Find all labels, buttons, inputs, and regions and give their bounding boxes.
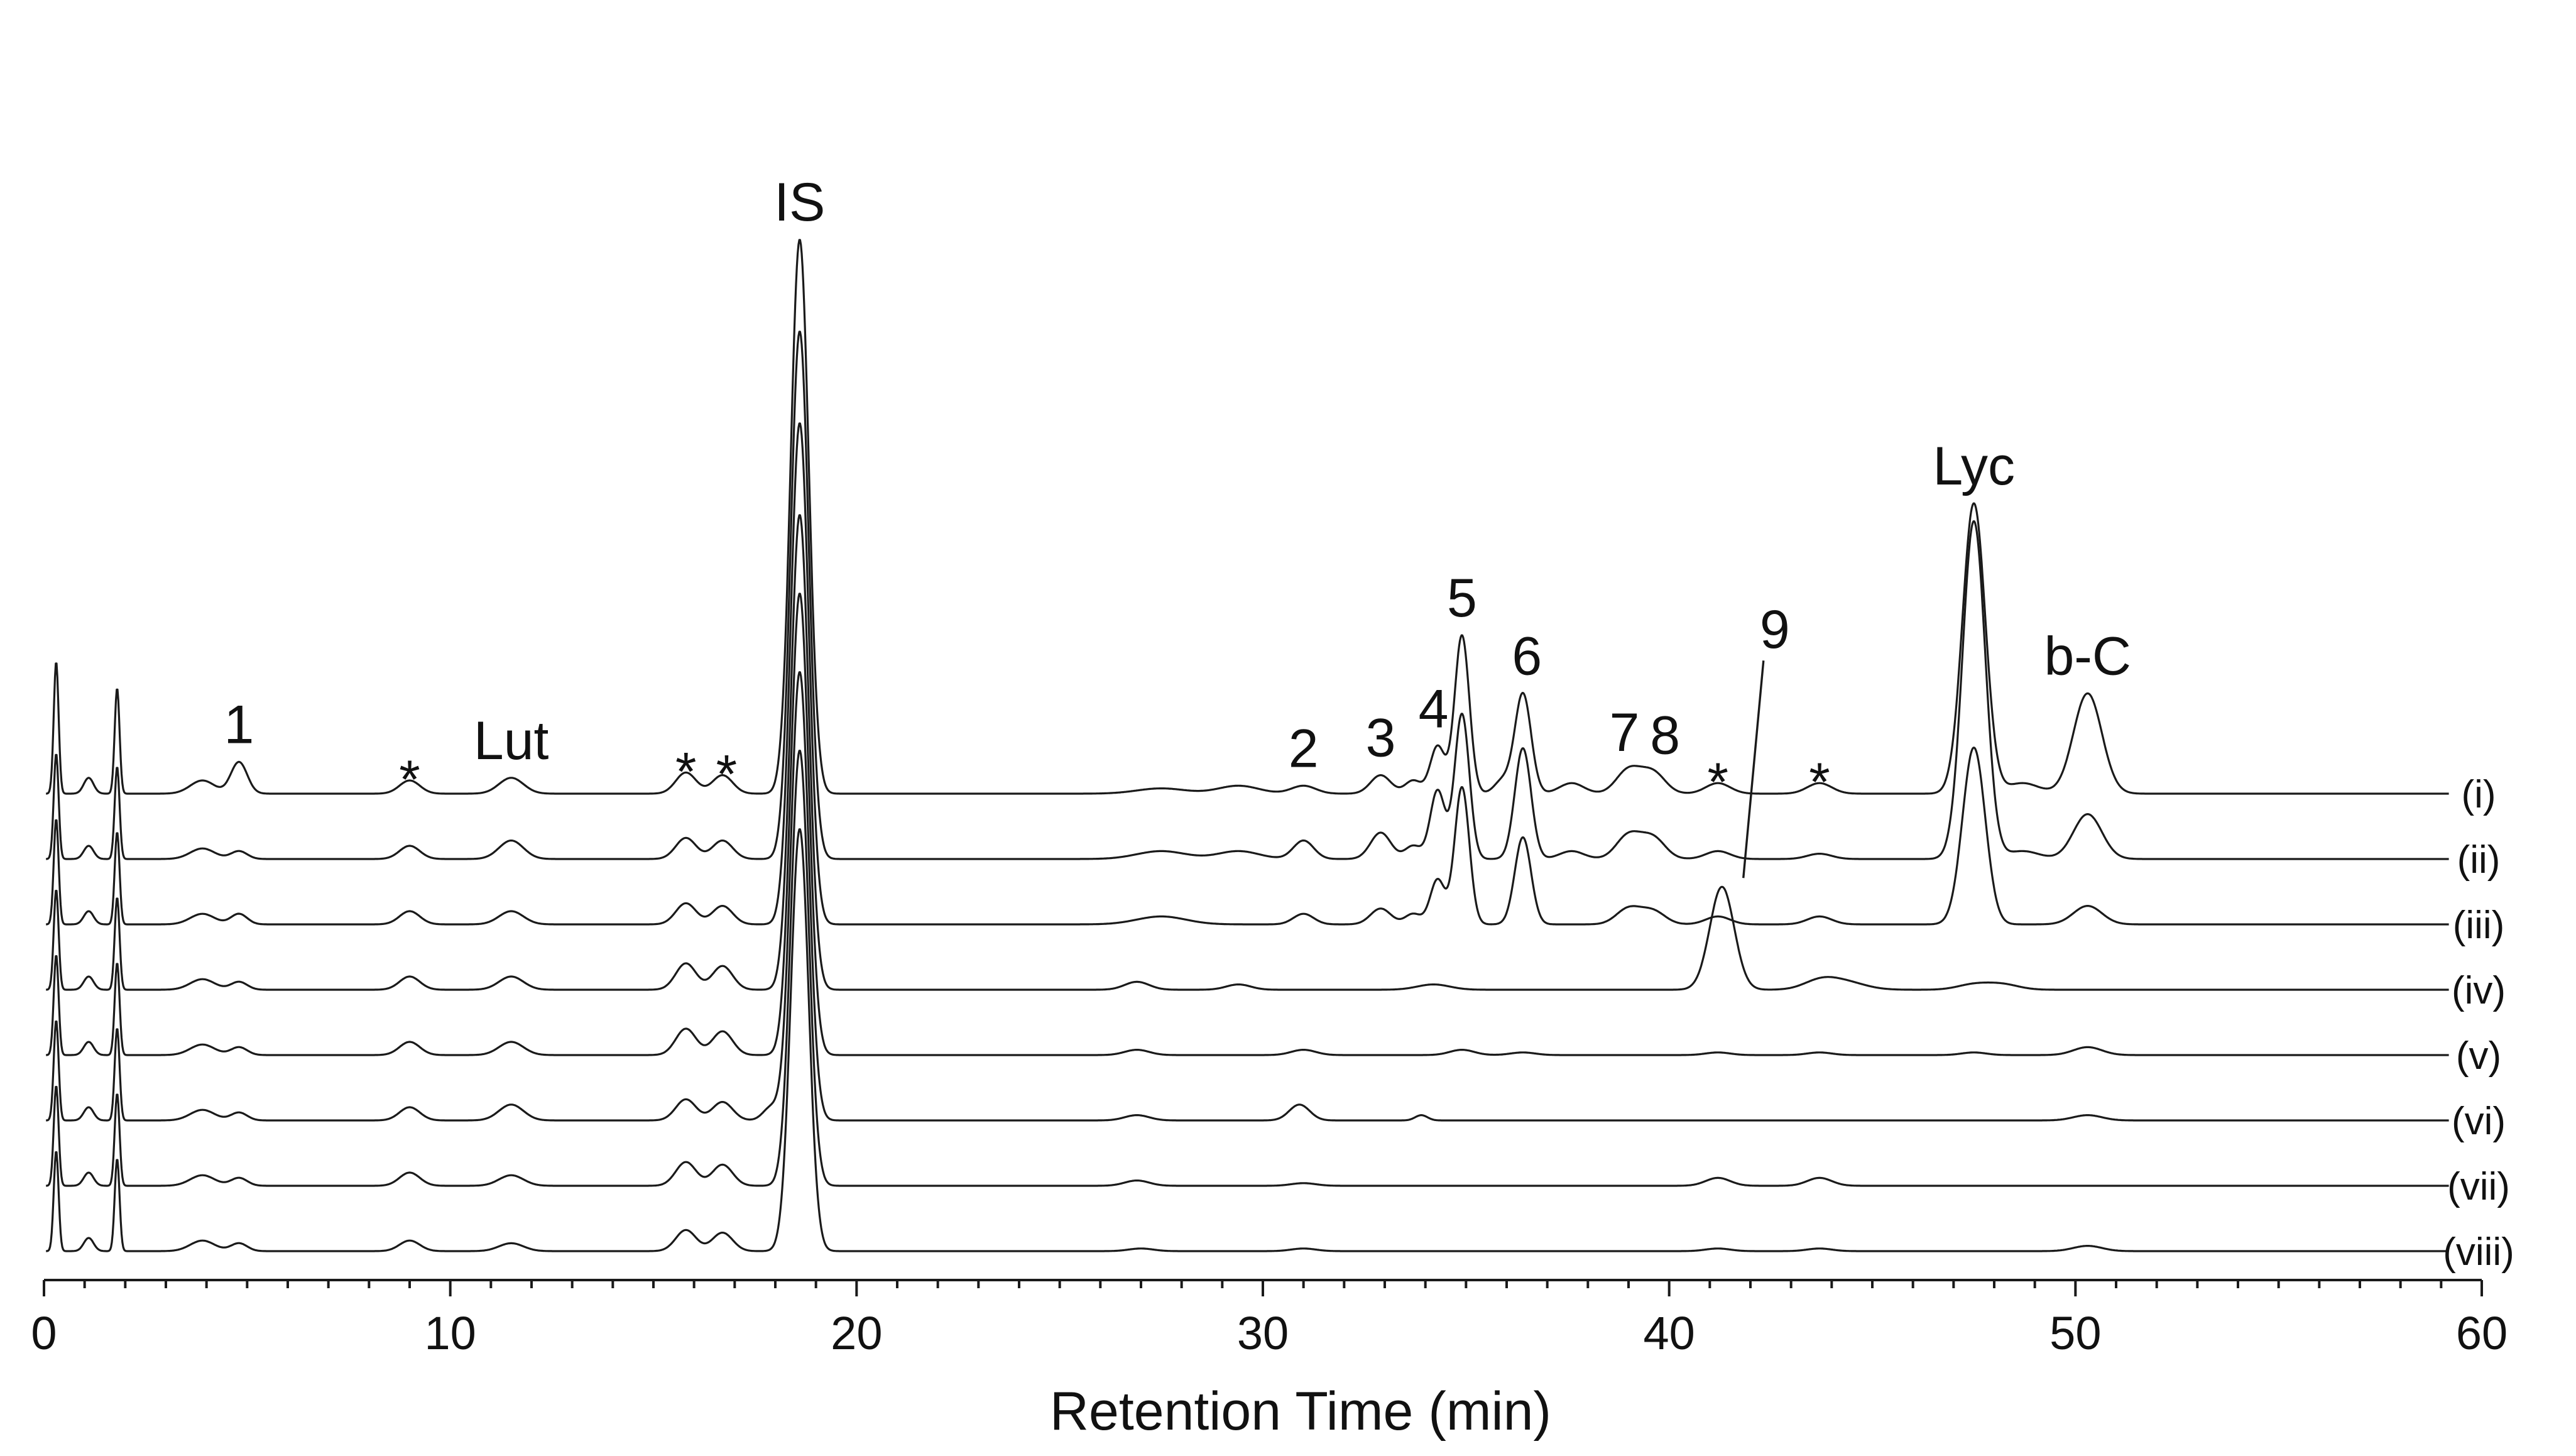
trace-label-group: (i) (ii) (iii) (iv) (v) (vi) (vii) (viii) (2443, 773, 2514, 1274)
x-axis: 0 10 20 30 40 50 60 Retention Time (min) (31, 1279, 2508, 1442)
peak-annotation: 9 (1760, 599, 1790, 660)
x-tick-label: 30 (1237, 1307, 1289, 1359)
annotation-leader-line (1742, 660, 1765, 879)
trace-line (45, 422, 2449, 926)
trace-line (45, 593, 2449, 1056)
trace-label: (ii) (2457, 838, 2501, 882)
x-tick-label: 60 (2456, 1307, 2508, 1359)
peak-annotation: 7 (1610, 703, 1640, 763)
x-tick-label: 0 (31, 1307, 57, 1359)
trace-label: (v) (2456, 1034, 2501, 1078)
peak-annotation-group: 1 * Lut * * IS 2 3 4 56 7 8 * 9 * Lyc b-C (224, 172, 2131, 879)
peak-annotation: * (1708, 752, 1728, 813)
trace-line (45, 828, 2449, 1252)
peak-annotation: 3 (1366, 708, 1396, 769)
trace-line (45, 514, 2449, 991)
x-axis-title: Retention Time (min) (1050, 1381, 1551, 1442)
peak-annotation: 1 (224, 695, 254, 755)
peak-annotation: 5 (1447, 568, 1477, 628)
trace-line (45, 331, 2449, 860)
trace-label: (vii) (2447, 1165, 2510, 1208)
peak-annotation: IS (774, 172, 825, 233)
peak-annotation: 6 (1512, 626, 1542, 686)
peak-annotation: Lyc (1933, 436, 2015, 496)
peak-annotation: * (716, 745, 737, 805)
trace-label: (iv) (2452, 969, 2506, 1012)
peak-annotation: 2 (1289, 718, 1319, 779)
peak-annotation: 8 (1650, 705, 1680, 765)
x-tick-label: 10 (425, 1307, 476, 1359)
trace-label: (viii) (2443, 1230, 2514, 1274)
trace-label: (vi) (2452, 1100, 2506, 1143)
trace-line (45, 750, 2449, 1187)
x-tick-label: 50 (2049, 1307, 2101, 1359)
peak-annotation: * (675, 742, 696, 802)
peak-annotation: b-C (2044, 626, 2131, 686)
trace-line (45, 239, 2449, 795)
trace-group (45, 239, 2449, 1252)
peak-annotation: 4 (1419, 679, 1449, 739)
peak-annotation: Lut (474, 711, 549, 771)
trace-line (45, 671, 2449, 1122)
peak-annotation: * (399, 750, 420, 810)
peak-annotation: * (1809, 752, 1830, 813)
x-tick-label: 40 (1644, 1307, 1695, 1359)
x-tick-label: 20 (831, 1307, 882, 1359)
x-tick-group: 0 10 20 30 40 50 60 (31, 1280, 2508, 1359)
trace-label: (i) (2461, 773, 2496, 816)
trace-label: (iii) (2453, 904, 2505, 947)
